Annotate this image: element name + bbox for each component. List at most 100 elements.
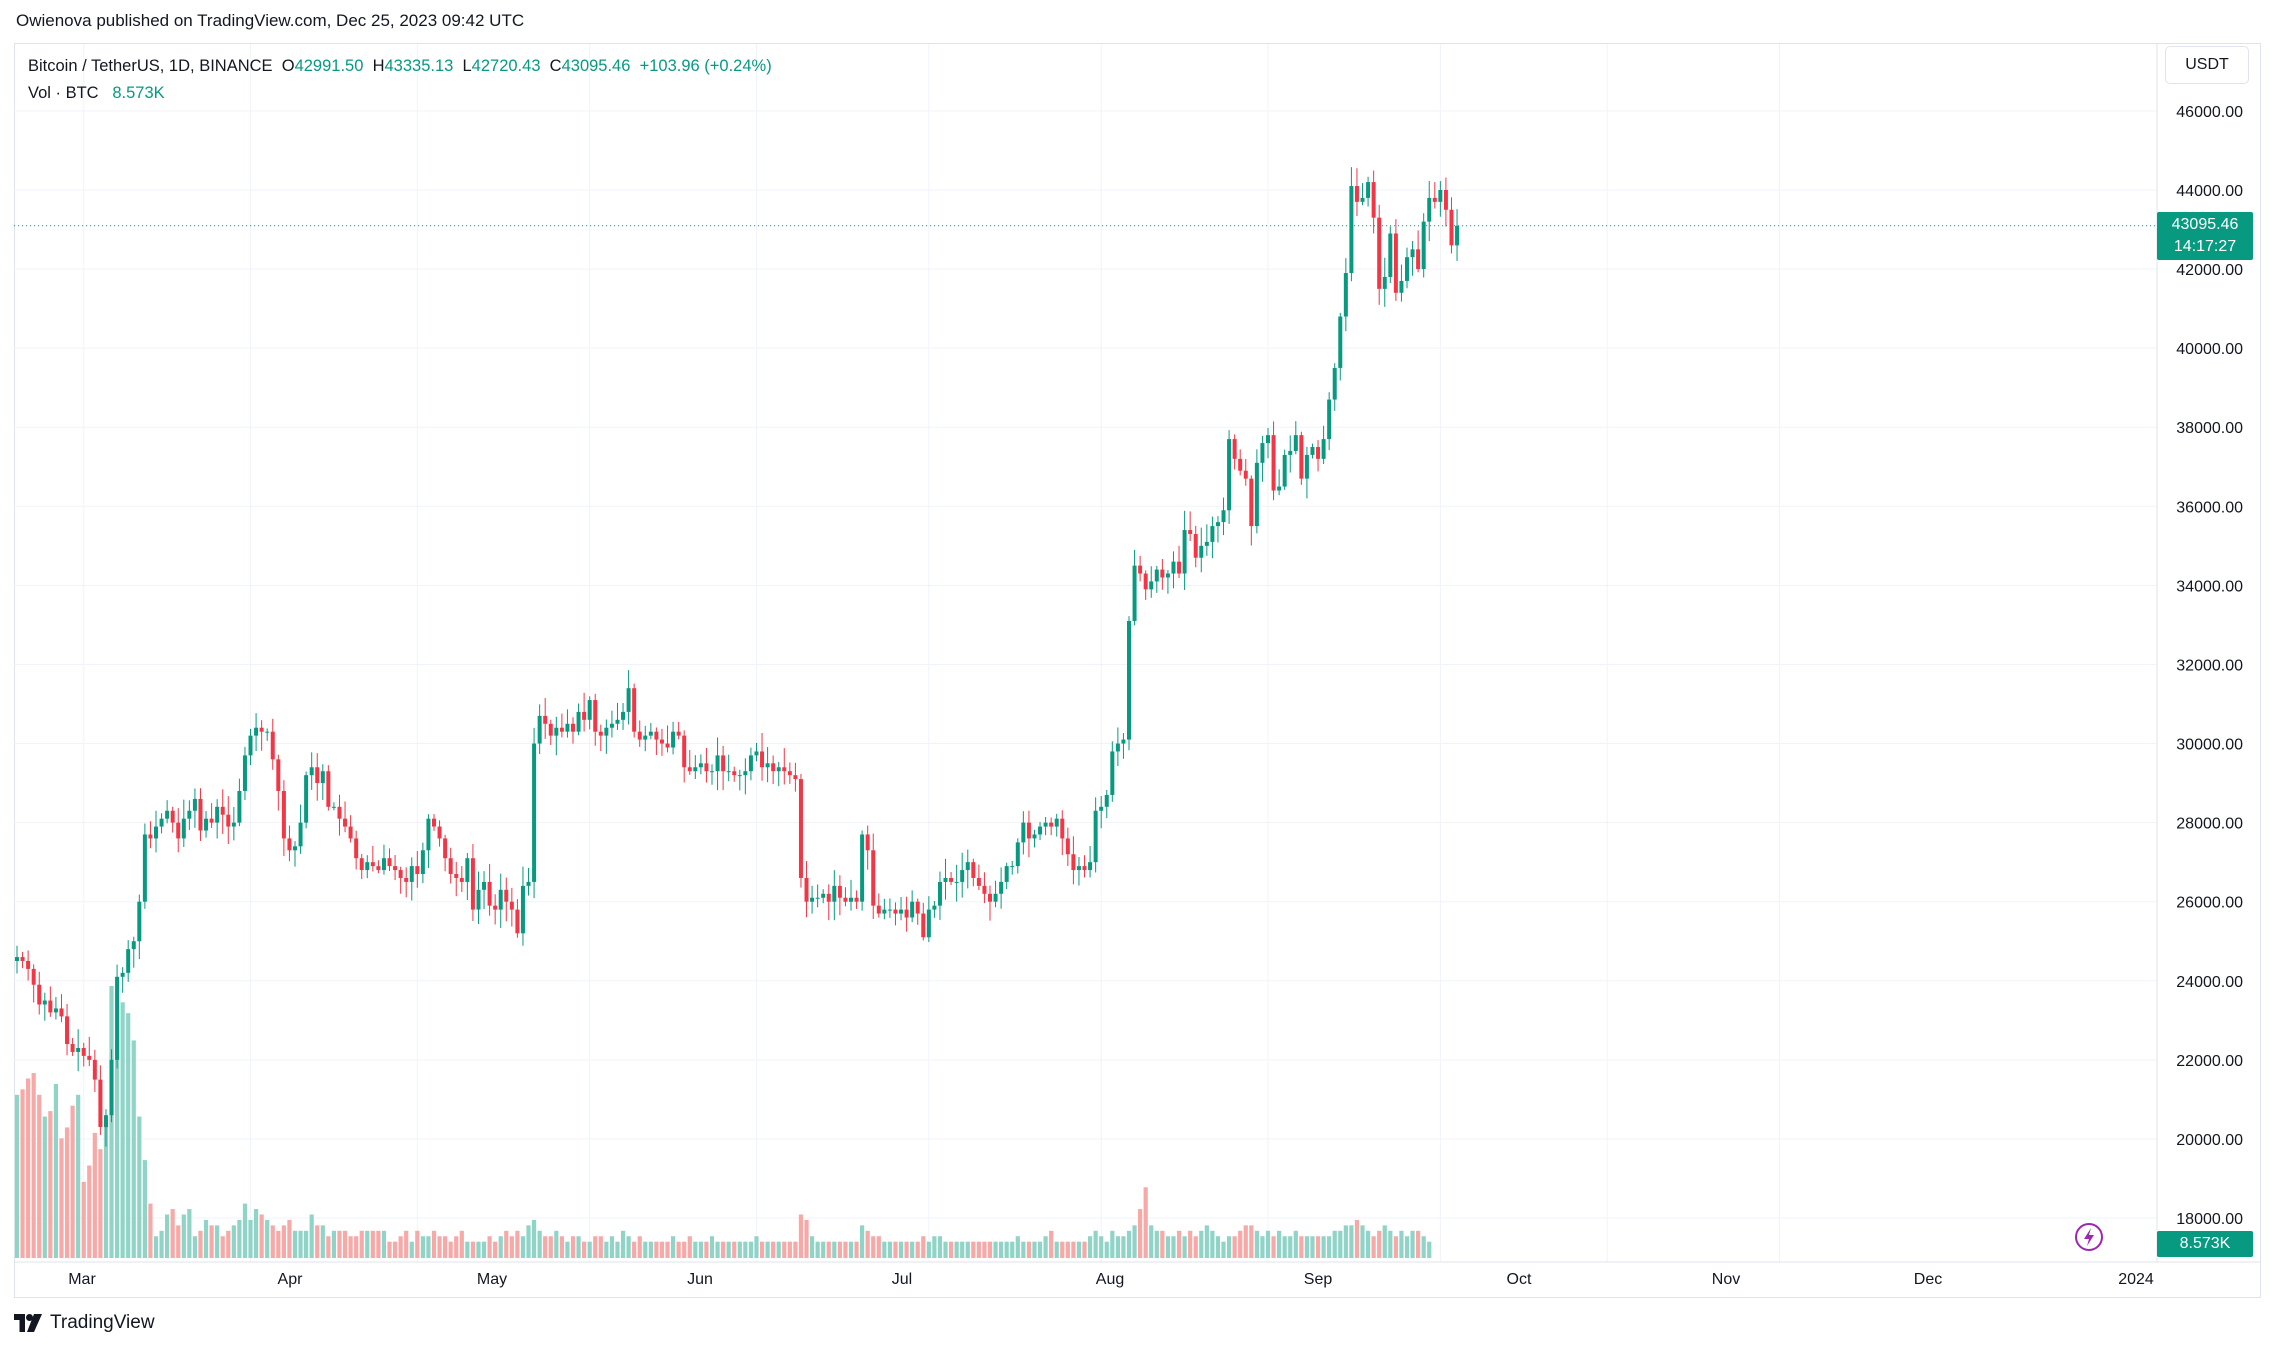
chart-frame[interactable] xyxy=(14,43,2261,1298)
volume-badge: 8.573K xyxy=(2157,1231,2253,1257)
candle xyxy=(1204,524,1209,556)
candle-body xyxy=(1427,197,1432,222)
candle-body xyxy=(1304,454,1309,479)
candle xyxy=(1199,527,1204,573)
volume-bar xyxy=(960,1241,965,1258)
volume-bar xyxy=(1115,1236,1120,1258)
candle-body xyxy=(1354,186,1359,202)
candle-body xyxy=(526,881,531,886)
candle-body xyxy=(1221,510,1226,523)
candle-body xyxy=(1065,838,1070,855)
volume-bar xyxy=(404,1230,409,1258)
candle-body xyxy=(398,870,403,878)
volume-bar xyxy=(1188,1230,1193,1258)
candle-body xyxy=(737,775,742,777)
candle xyxy=(120,967,125,993)
currency-button[interactable]: USDT xyxy=(2165,46,2249,84)
candle-body xyxy=(509,901,514,910)
x-tick-label: Dec xyxy=(1914,1271,1942,1288)
candle xyxy=(432,814,436,831)
candle-body xyxy=(932,905,937,910)
volume-bar xyxy=(359,1230,364,1258)
candle xyxy=(220,789,225,834)
candle xyxy=(1316,440,1321,472)
volume-series xyxy=(14,986,1432,1258)
volume-bar xyxy=(1076,1241,1082,1258)
candle xyxy=(760,733,765,781)
candle-body xyxy=(1343,273,1348,317)
volume-bar xyxy=(1026,1241,1032,1258)
candle-body xyxy=(498,889,503,910)
candle-body xyxy=(181,818,186,839)
candle-body xyxy=(103,1115,108,1128)
volume-bar xyxy=(509,1236,514,1258)
volume-bar xyxy=(843,1241,848,1258)
candle-body xyxy=(259,727,264,732)
candle-body xyxy=(154,826,158,839)
time-axis: Mar Apr May Jun Jul Aug Sep Oct Nov Dec 2024 xyxy=(14,1261,2260,1288)
candle-body xyxy=(837,885,842,898)
candle xyxy=(1043,817,1048,836)
volume-bar xyxy=(782,1241,787,1258)
candle-body xyxy=(331,806,336,808)
candle xyxy=(715,737,720,791)
candle-body xyxy=(48,1000,53,1013)
candle-body xyxy=(899,909,904,914)
footer-brand[interactable]: TradingView xyxy=(14,1312,155,1334)
candle xyxy=(226,796,231,845)
volume-bar xyxy=(203,1219,209,1258)
candle-body xyxy=(676,731,681,736)
candle xyxy=(482,871,487,910)
candle xyxy=(1171,551,1176,589)
candle-body xyxy=(1193,533,1198,558)
volume-bar xyxy=(954,1241,959,1258)
volume-bar xyxy=(937,1236,943,1258)
volume-bar xyxy=(993,1241,998,1258)
lightning-bolt-icon[interactable] xyxy=(2074,1222,2104,1252)
volume-bar xyxy=(87,1165,92,1258)
y-tick-label: 36000.00 xyxy=(2176,499,2243,516)
candle-body xyxy=(1293,435,1298,451)
candle xyxy=(1405,247,1409,289)
x-tick-label: Jul xyxy=(892,1271,912,1288)
volume-bar xyxy=(465,1241,470,1258)
candle-body xyxy=(1455,225,1460,246)
candle xyxy=(643,725,648,752)
volume-bar xyxy=(1343,1225,1348,1258)
candle xyxy=(309,752,314,790)
volume-bar xyxy=(354,1236,359,1258)
legend-volume-label[interactable]: Vol · BTC xyxy=(28,84,99,102)
volume-bar xyxy=(1349,1225,1354,1258)
volume-bar xyxy=(732,1241,737,1258)
volume-bar xyxy=(170,1209,175,1258)
candle xyxy=(743,758,748,795)
candle xyxy=(937,871,942,920)
legend-symbol[interactable]: Bitcoin / TetherUS, 1D, BINANCE xyxy=(28,57,273,75)
candle-body xyxy=(1099,806,1104,811)
candle-body xyxy=(287,838,292,851)
candle xyxy=(776,761,781,787)
candle-body xyxy=(965,862,970,871)
candle xyxy=(1366,176,1371,207)
candle-body xyxy=(448,858,453,875)
candle-body xyxy=(487,881,492,906)
volume-bar xyxy=(348,1236,353,1258)
candle xyxy=(676,722,681,740)
candle xyxy=(615,702,620,730)
candle xyxy=(1310,443,1315,459)
candle-body xyxy=(999,881,1004,894)
candle-body xyxy=(270,731,275,760)
candle xyxy=(654,727,659,756)
volume-bar xyxy=(559,1236,564,1258)
volume-bar xyxy=(854,1241,859,1258)
candle-body xyxy=(1388,233,1393,277)
candle xyxy=(910,890,915,923)
volume-bar xyxy=(448,1241,453,1258)
candle xyxy=(1288,435,1293,473)
volume-bar xyxy=(754,1236,759,1258)
candle-body xyxy=(982,885,987,894)
candle-body xyxy=(1010,866,1015,868)
candle-body xyxy=(732,771,737,776)
candle-body xyxy=(365,862,370,871)
